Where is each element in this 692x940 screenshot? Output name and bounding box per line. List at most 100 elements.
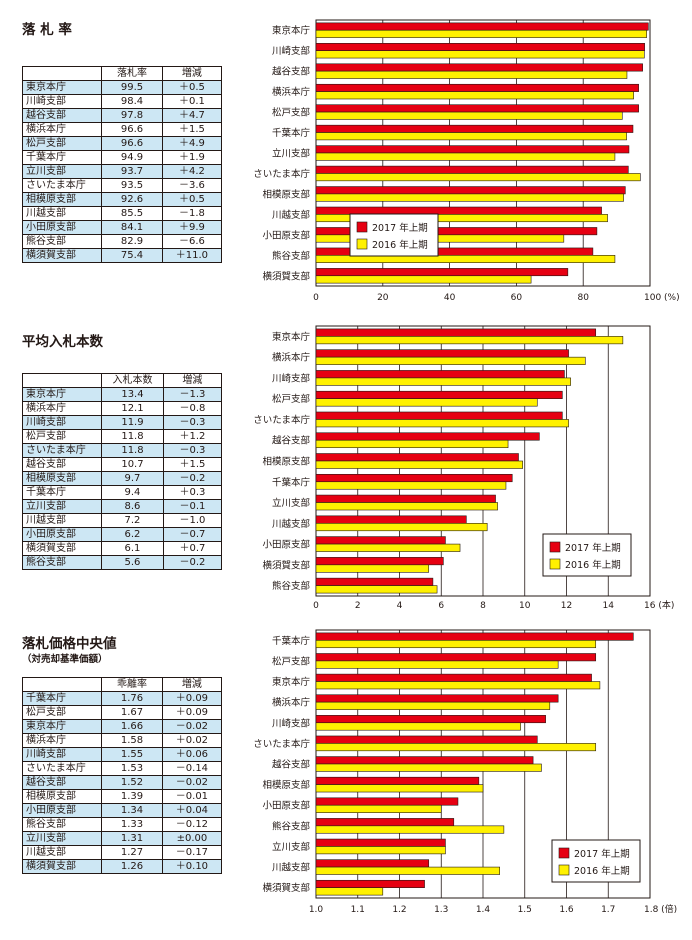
change-cell: ＋0.3 bbox=[162, 485, 223, 500]
x-tick-label: 14 bbox=[603, 601, 615, 611]
table-row: 横浜本庁 12.1 －0.8 bbox=[21, 401, 223, 416]
category-label: 小田原支部 bbox=[262, 800, 310, 812]
section-1-chart: 東京本庁川崎支部越谷支部横浜本庁松戸支部千葉本庁立川支部さいたま本庁相模原支部川… bbox=[253, 19, 680, 303]
table-row: 立川支部 8.6 －0.1 bbox=[21, 499, 223, 514]
value-cell: 9.4 bbox=[101, 485, 164, 500]
category-label: 横浜本庁 bbox=[272, 697, 311, 709]
office-name-cell: 熊谷支部 bbox=[21, 817, 103, 832]
office-name-cell: 川崎支部 bbox=[21, 747, 103, 762]
bar-2016 bbox=[315, 419, 569, 428]
x-tick-label: 0 bbox=[313, 601, 319, 611]
table-row: 千葉本庁 94.9 ＋1.9 bbox=[21, 150, 223, 165]
office-name-cell: 横浜本庁 bbox=[21, 401, 103, 416]
change-cell: －0.2 bbox=[162, 471, 223, 486]
bar-2017 bbox=[315, 145, 630, 154]
bar-2017 bbox=[315, 653, 597, 662]
bar-2016 bbox=[315, 660, 559, 669]
x-tick-label: 40 bbox=[444, 293, 456, 303]
table-row: 熊谷支部 1.33 －0.12 bbox=[21, 817, 223, 832]
bar-2016 bbox=[315, 681, 601, 690]
bar-2016 bbox=[315, 640, 597, 649]
table-row: 川越支部 1.27 －0.17 bbox=[21, 845, 223, 860]
table-header: 入札本数 bbox=[101, 373, 164, 388]
x-tick-label: 6 bbox=[438, 601, 444, 611]
office-name-cell: 越谷支部 bbox=[21, 775, 103, 790]
value-cell: 92.6 bbox=[101, 192, 163, 207]
table-row: 相模原支部 9.7 －0.2 bbox=[21, 471, 223, 486]
bar-2016 bbox=[315, 585, 438, 594]
category-label: 横浜本庁 bbox=[272, 86, 311, 98]
change-cell: ＋11.0 bbox=[161, 248, 223, 263]
change-cell: ＋0.04 bbox=[161, 803, 223, 818]
x-tick-label: 1.4 bbox=[476, 905, 491, 915]
category-label: 相模原支部 bbox=[262, 779, 310, 791]
category-label: 松戸支部 bbox=[272, 107, 310, 119]
section-1-table: 落札率 増減 東京本庁 99.5 ＋0.5 川崎支部 98.4 ＋0.1 越谷支部 97.8 ＋… bbox=[21, 66, 223, 263]
bar-2016 bbox=[315, 722, 521, 731]
change-cell: ＋0.1 bbox=[161, 94, 223, 109]
bar-2017 bbox=[315, 673, 592, 682]
office-name-cell: 立川支部 bbox=[21, 499, 103, 514]
table-row: 横須賀支部 1.26 ＋0.10 bbox=[21, 859, 223, 874]
bar-2016 bbox=[315, 439, 509, 449]
value-cell: 1.58 bbox=[101, 733, 163, 748]
value-cell: 1.76 bbox=[101, 691, 163, 706]
x-tick-label: 1.2 bbox=[392, 905, 406, 915]
office-name-cell: 川越支部 bbox=[21, 845, 103, 860]
x-tick-label: 12 bbox=[561, 601, 572, 611]
x-tick-label: 1.6 bbox=[559, 905, 574, 915]
bar-2017 bbox=[315, 818, 455, 827]
value-cell: 9.7 bbox=[101, 471, 164, 486]
change-cell: －0.3 bbox=[162, 415, 223, 430]
category-label: さいたま本庁 bbox=[253, 414, 310, 426]
office-name-cell: 川越支部 bbox=[21, 513, 103, 528]
table-row: 松戸支部 1.67 ＋0.09 bbox=[21, 705, 223, 720]
bar-2016 bbox=[315, 173, 641, 182]
table-row: 川崎支部 1.55 ＋0.06 bbox=[21, 747, 223, 762]
category-label: 越谷支部 bbox=[272, 66, 310, 78]
bar-2016 bbox=[315, 70, 628, 79]
bar-2017 bbox=[315, 165, 629, 174]
bar-2017 bbox=[315, 186, 626, 195]
table-row: さいたま本庁 93.5 －3.6 bbox=[21, 178, 223, 193]
table-row: 松戸支部 96.6 ＋4.9 bbox=[21, 136, 223, 151]
value-cell: 11.9 bbox=[101, 415, 164, 430]
value-cell: 96.6 bbox=[101, 122, 163, 137]
bar-2017 bbox=[315, 473, 513, 483]
x-tick-label: 0 bbox=[313, 293, 319, 303]
x-tick-label: 1.7 bbox=[601, 905, 615, 915]
bar-2016 bbox=[315, 804, 442, 813]
value-cell: 6.2 bbox=[101, 527, 164, 542]
office-name-cell: 相模原支部 bbox=[21, 471, 103, 486]
table-row: 小田原支部 84.1 ＋9.9 bbox=[21, 220, 223, 235]
category-label: さいたま本庁 bbox=[253, 168, 310, 180]
category-label: 東京本庁 bbox=[272, 25, 311, 37]
bar-2017 bbox=[315, 776, 480, 785]
bar-2017 bbox=[315, 879, 425, 888]
table-header: 増減 bbox=[161, 66, 223, 81]
bar-2017 bbox=[315, 797, 459, 806]
x-tick-label: 80 bbox=[577, 293, 589, 303]
value-cell: 94.9 bbox=[101, 150, 163, 165]
legend-label: 2016 年上期 bbox=[372, 239, 428, 251]
category-label: 小田原支部 bbox=[262, 229, 310, 241]
category-label: 越谷支部 bbox=[272, 759, 310, 771]
table-row: 東京本庁 1.66 －0.02 bbox=[21, 719, 223, 734]
legend-label: 2016 年上期 bbox=[565, 559, 621, 571]
category-label: 横須賀支部 bbox=[262, 882, 310, 894]
bar-2016 bbox=[315, 132, 627, 141]
bar-2016 bbox=[315, 784, 484, 793]
office-name-cell: 小田原支部 bbox=[21, 220, 103, 235]
category-label: 小田原支部 bbox=[262, 539, 310, 551]
table-row: 川越支部 85.5 －1.8 bbox=[21, 206, 223, 221]
bar-2016 bbox=[315, 336, 624, 345]
value-cell: 1.31 bbox=[101, 831, 163, 846]
change-cell: ＋9.9 bbox=[161, 220, 223, 235]
bar-2016 bbox=[315, 701, 551, 710]
bar-2017 bbox=[315, 453, 519, 462]
section-2-table: 入札本数 増減 東京本庁 13.4 －1.3 横浜本庁 12.1 －0.8 川崎支部 11.9… bbox=[21, 373, 223, 570]
change-cell: ＋0.10 bbox=[161, 859, 223, 874]
office-name-cell: 千葉本庁 bbox=[21, 150, 103, 165]
category-label: 熊谷支部 bbox=[272, 820, 310, 832]
office-name-cell: 横須賀支部 bbox=[21, 541, 103, 556]
